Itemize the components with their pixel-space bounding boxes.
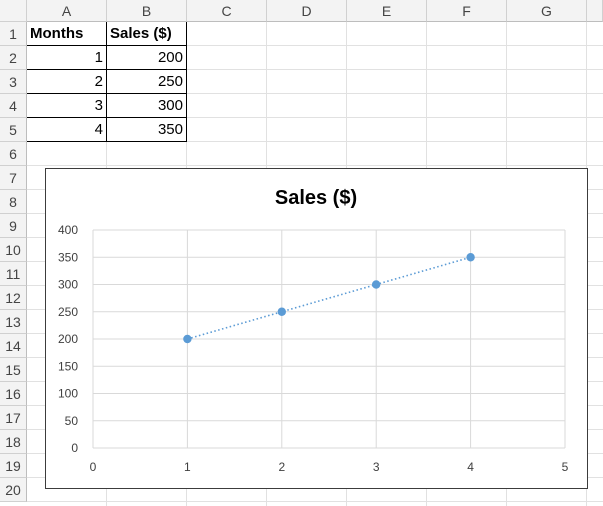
row-header-3[interactable]: 3 (0, 70, 27, 94)
row-header-9[interactable]: 9 (0, 214, 27, 238)
sales-chart[interactable]: Sales ($) 0 50 100 150 200 250 300 350 400 0 1 2 3 4 5 (45, 168, 588, 489)
x-tick-label: 3 (373, 460, 380, 474)
sales-trendline (187, 256, 471, 340)
column-header-g[interactable]: G (507, 0, 587, 22)
y-tick-label: 350 (58, 250, 78, 264)
column-header-b[interactable]: B (107, 0, 187, 22)
y-tick-label: 150 (58, 359, 78, 373)
column-header-d[interactable]: D (267, 0, 347, 22)
row-header-8[interactable]: 8 (0, 190, 27, 214)
row-header-13[interactable]: 13 (0, 310, 27, 334)
row-header-14[interactable]: 14 (0, 334, 27, 358)
y-tick-label: 400 (58, 223, 78, 237)
row-header-15[interactable]: 15 (0, 358, 27, 382)
row-header-19[interactable]: 19 (0, 454, 27, 478)
column-header-f[interactable]: F (427, 0, 507, 22)
data-point-3 (372, 280, 381, 289)
row-header-1[interactable]: 1 (0, 22, 27, 46)
row-header-11[interactable]: 11 (0, 262, 27, 286)
y-tick-label: 100 (58, 387, 78, 401)
chart-canvas: Sales ($) 0 50 100 150 200 250 300 350 400 0 1 2 3 4 5 (58, 187, 569, 474)
row-header-6[interactable]: 6 (0, 142, 27, 166)
cell-b5-sales[interactable]: 350 (107, 118, 187, 142)
cell-a1-months-header[interactable]: Months (27, 22, 107, 46)
chart-title: Sales ($) (275, 187, 357, 209)
row-header-17[interactable]: 17 (0, 406, 27, 430)
row-header-18[interactable]: 18 (0, 430, 27, 454)
cell-b1-sales-header[interactable]: Sales ($) (107, 22, 187, 46)
y-tick-label: 200 (58, 332, 78, 346)
cell-b2-sales[interactable]: 200 (107, 46, 187, 70)
column-header-c[interactable]: C (187, 0, 267, 22)
data-point-1 (183, 334, 192, 344)
cell-b3-sales[interactable]: 250 (107, 70, 187, 94)
row-header-12[interactable]: 12 (0, 286, 27, 310)
y-tick-label: 300 (58, 278, 78, 292)
data-point-2 (277, 307, 286, 316)
row-header-4[interactable]: 4 (0, 94, 27, 118)
x-tick-label: 4 (467, 460, 474, 474)
cell-b4-sales[interactable]: 300 (107, 94, 187, 118)
data-point-4 (466, 253, 475, 262)
row-header-20[interactable]: 20 (0, 478, 27, 502)
x-tick-label: 0 (90, 460, 97, 474)
y-tick-label: 0 (71, 441, 78, 455)
row-header-7[interactable]: 7 (0, 166, 27, 190)
cell-a4-month[interactable]: 3 (27, 94, 107, 118)
row-header-16[interactable]: 16 (0, 382, 27, 406)
y-tick-label: 50 (65, 414, 79, 428)
cell-a3-month[interactable]: 2 (27, 70, 107, 94)
cell-a2-month[interactable]: 1 (27, 46, 107, 70)
select-all-corner[interactable] (0, 0, 27, 22)
row-header-10[interactable]: 10 (0, 238, 27, 262)
x-tick-label: 2 (278, 460, 285, 474)
cell-a5-month[interactable]: 4 (27, 118, 107, 142)
column-header-e[interactable]: E (347, 0, 427, 22)
y-tick-label: 250 (58, 305, 78, 319)
x-tick-label: 1 (184, 460, 191, 474)
x-tick-label: 5 (562, 460, 569, 474)
column-header-a[interactable]: A (27, 0, 107, 22)
row-header-2[interactable]: 2 (0, 46, 27, 70)
row-header-5[interactable]: 5 (0, 118, 27, 142)
